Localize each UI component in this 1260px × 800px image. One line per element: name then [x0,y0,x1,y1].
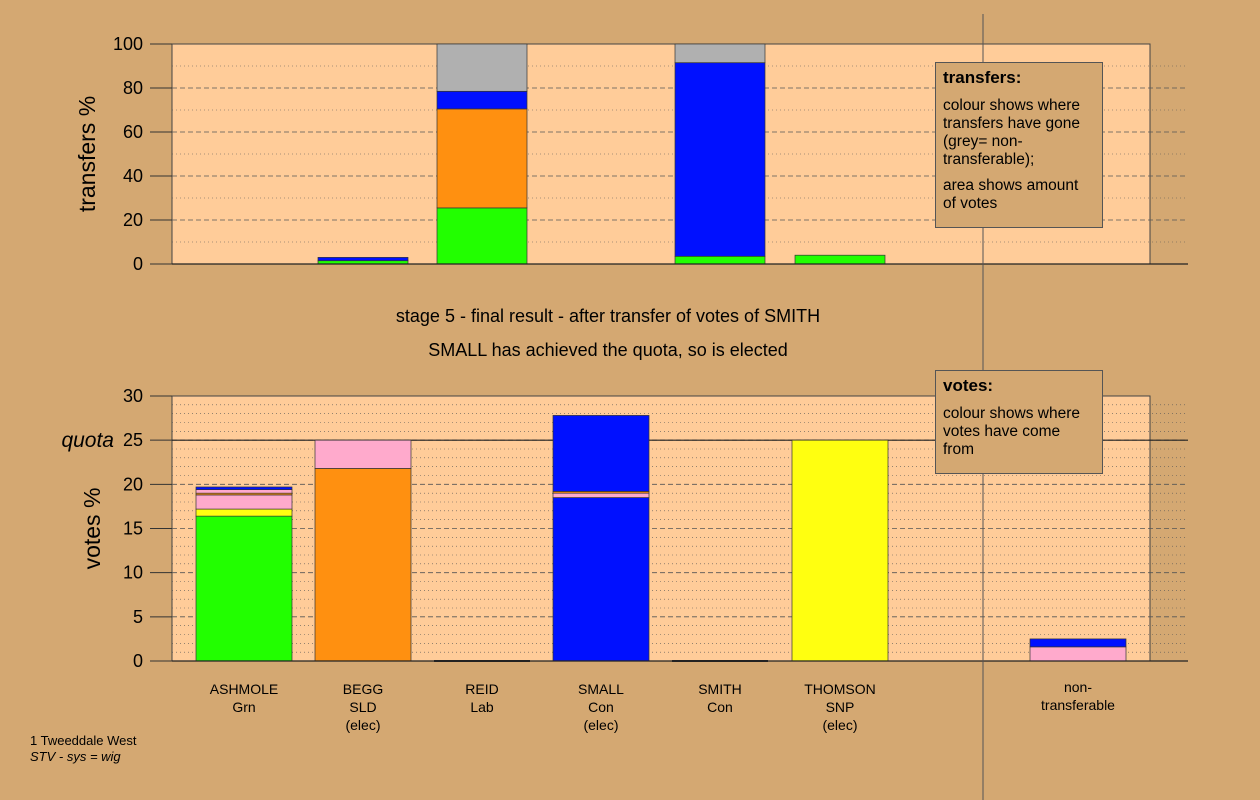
candidate-party: SLD [349,699,377,715]
candidate-name: REID [465,681,499,697]
votes-bar-ashmole-green [195,515,293,662]
candidate-status [189,716,299,734]
transfers-bar-smith-blue [674,62,766,257]
candidate-status [665,716,775,734]
transfers-y-tick-label: 60 [123,122,143,142]
candidate-label-ashmole: ASHMOLE Grn [189,680,299,734]
candidate-label-smith: SMITH Con [665,680,775,734]
votes-bar-ashmole-pink [195,489,293,494]
candidate-party: Grn [232,699,256,715]
transfers-legend: transfers: colour shows where transfers … [935,62,1103,228]
transfers-legend-colour-text: colour shows where transfers have gone (… [943,97,1081,168]
transfers-legend-area-text: area shows amount of votes [943,177,1079,212]
votes-bar-begg-pink [314,439,412,469]
transfers-y-tick-label: 20 [123,210,143,230]
votes-bar-non-transferable-pink [1029,646,1127,662]
candidate-name: THOMSON [804,681,876,697]
votes-legend-colour-text: colour shows where votes have come from [943,405,1080,458]
candidate-status: (elec) [822,717,858,733]
votes-y-tick-label: 20 [123,474,143,494]
candidate-name: SMITH [698,681,742,697]
transfers-y-tick-label: 80 [123,78,143,98]
stage-caption: stage 5 - final result - after transfer … [395,306,821,326]
votes-y-tick-label: 25 [123,430,143,450]
candidate-label-non-transferable: non- transferable [1023,678,1133,732]
transfers-y-axis-label: transfers % [74,96,100,212]
transfers-bar-reid-blue [436,90,528,110]
transfers-bar-smith-green [674,255,766,265]
candidate-label-reid: REID Lab [427,680,537,734]
candidate-label-begg: BEGG SLD (elec) [308,680,418,734]
candidate-label-thomson: THOMSON SNP (elec) [785,680,895,734]
candidate-name: SMALL [578,681,624,697]
votes-bar-ashmole-yellow [195,508,293,517]
votes-bar-begg-orange [314,468,412,662]
footer: 1 Tweeddale West STV - sys = wig [30,733,136,765]
transfers-bar-reid-orange [436,108,528,209]
candidate-party: transferable [1041,697,1115,713]
votes-bar-small-blue [552,415,650,492]
candidate-status [1023,714,1133,732]
transfers-y-tick-label: 100 [113,34,143,54]
transfers-bar-thomson-green [794,254,886,265]
candidate-name: ASHMOLE [209,681,279,697]
votes-bar-ashmole-pink [195,494,293,510]
votes-bar-small-blue [552,497,650,662]
candidate-status: (elec) [345,717,381,733]
votes-y-axis-label: votes % [79,488,105,570]
votes-bar-thomson-yellow [791,439,889,662]
candidate-name: non- [1063,679,1093,695]
votes-bar-small-pink [552,492,650,498]
votes-y-tick-label: 5 [133,607,143,627]
quota-caption: SMALL has achieved the quota, so is elec… [428,340,788,360]
candidate-party: Con [588,699,614,715]
transfers-bar-reid-green [436,207,528,265]
candidate-party: Lab [470,699,494,715]
candidate-label-small: SMALL Con (elec) [546,680,656,734]
votes-bar-ashmole-blue [195,486,293,490]
transfers-bar-begg-blue [317,257,409,262]
votes-y-tick-label: 0 [133,651,143,671]
quota-label: quota [61,429,114,452]
votes-legend: votes: colour shows where votes have com… [935,370,1103,474]
candidate-name: BEGG [342,681,384,697]
voting-system: STV - sys = wig [30,749,121,764]
votes-y-tick-label: 15 [123,519,143,539]
transfers-bar-reid-grey [436,43,528,92]
transfers-legend-title: transfers: [943,68,1022,87]
transfers-y-tick-label: 0 [133,254,143,274]
candidate-party: SNP [825,699,855,715]
candidate-status: (elec) [583,717,619,733]
votes-y-tick-label: 10 [123,563,143,583]
votes-bar-non-transferable-blue [1029,638,1127,648]
votes-y-tick-label: 30 [123,386,143,406]
votes-legend-title: votes: [943,376,994,395]
ward-name: 1 Tweeddale West [30,733,137,748]
candidate-party: Con [707,699,733,715]
transfers-y-tick-label: 40 [123,166,143,186]
transfers-bar-smith-grey [674,43,766,64]
candidate-status [427,716,537,734]
